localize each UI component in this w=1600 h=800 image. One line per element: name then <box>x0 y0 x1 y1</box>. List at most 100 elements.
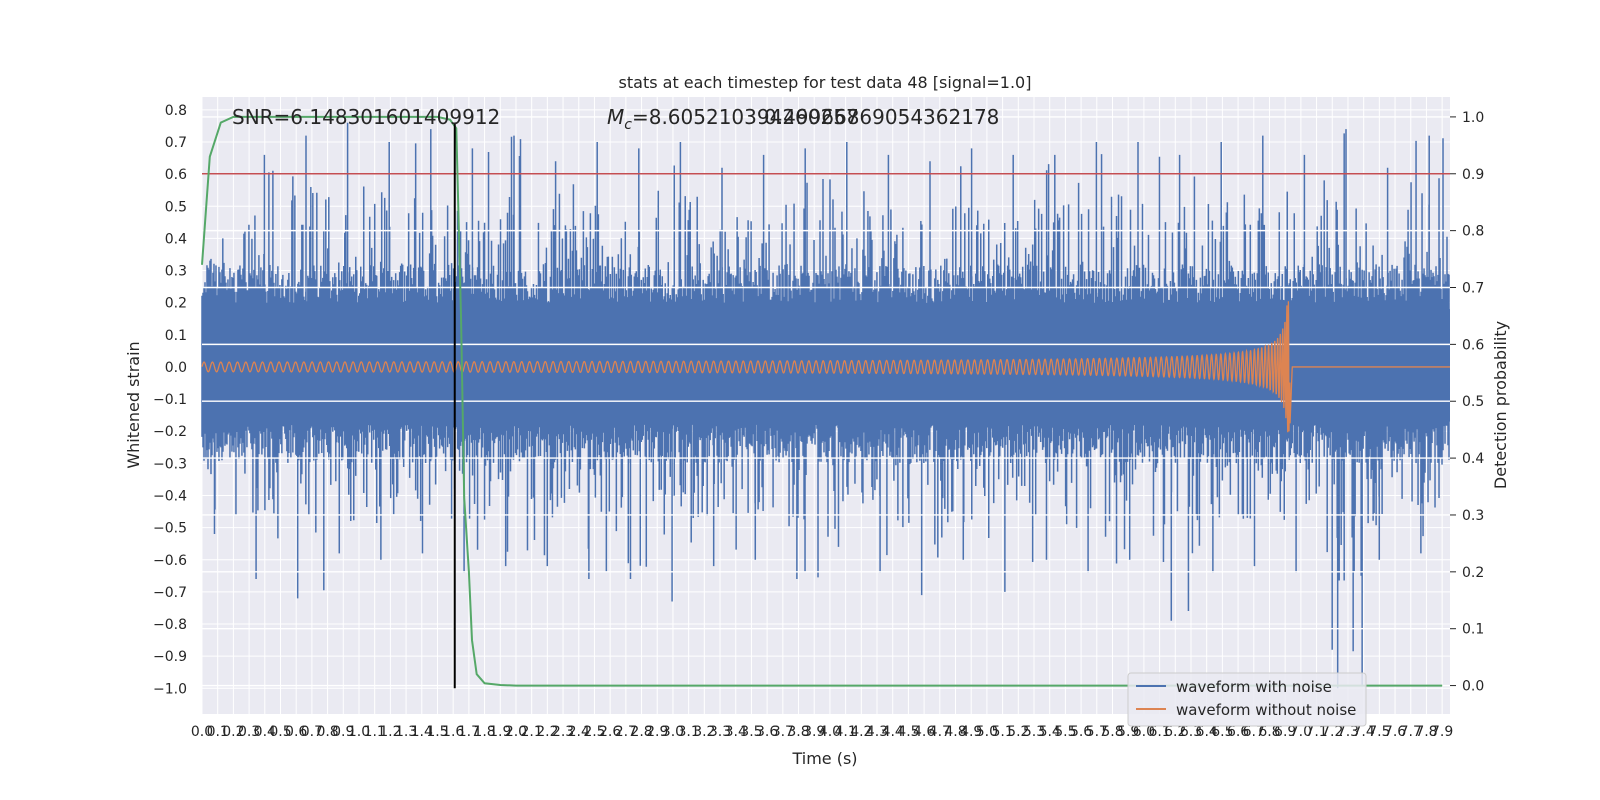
x-tick-label: 4.6 <box>913 724 935 740</box>
y2-tick-label: 0.1 <box>1462 622 1484 638</box>
x-tick-label: 4.4 <box>882 724 904 740</box>
x-tick-label: 4.9 <box>960 724 982 740</box>
x-tick-label: 5.2 <box>1007 724 1029 740</box>
x-tick-label: 4.8 <box>944 724 966 740</box>
y-tick-label: −0.4 <box>153 488 187 504</box>
x-tick-label: 5.4 <box>1039 724 1061 740</box>
y2-tick-label: 0.5 <box>1462 394 1484 410</box>
x-tick-label: 3.2 <box>693 724 715 740</box>
y2-tick-label: 0.0 <box>1462 679 1484 695</box>
series-waveform-without-noise <box>201 301 1450 433</box>
legend-box <box>1127 672 1367 727</box>
y2-tick-label: 0.3 <box>1462 508 1484 524</box>
x-tick-label: 5.0 <box>976 724 998 740</box>
x-tick-label: 0.5 <box>269 724 291 740</box>
x-tick-label: 2.2 <box>536 724 558 740</box>
x-tick-label: 6.9 <box>1274 724 1296 740</box>
y-tick-label: −0.1 <box>153 392 187 408</box>
x-tick-label: 2.1 <box>521 724 543 740</box>
y2-tick-label: 0.2 <box>1462 565 1484 581</box>
x-axis-label: Time (s) <box>791 749 857 768</box>
x-tick-label: 4.7 <box>929 724 951 740</box>
x-tick-label: 7.5 <box>1368 724 1390 740</box>
x-tick-label: 4.3 <box>866 724 888 740</box>
x-tick-label: 6.6 <box>1227 724 1249 740</box>
x-tick-label: 2.4 <box>568 724 590 740</box>
y-tick-label: 0.7 <box>165 135 187 151</box>
y-tick-label: 0.0 <box>165 360 187 376</box>
x-tick-label: 7.7 <box>1400 724 1422 740</box>
y2-ticks: 1.0 0.9 0.8 0.7 0.6 0.5 0.4 0.3 0.2 0.1 0.0 <box>1450 110 1484 695</box>
x-tick-label: 1.0 <box>348 724 370 740</box>
x-tick-label: 7.1 <box>1305 724 1327 740</box>
x-tick-label: 1.2 <box>379 724 401 740</box>
x-tick-label: 7.8 <box>1415 724 1437 740</box>
x-tick-label: 6.8 <box>1258 724 1280 740</box>
x-tick-label: 2.8 <box>630 724 652 740</box>
x-tick-label: 5.6 <box>1070 724 1092 740</box>
x-tick-label: 0.4 <box>254 724 276 740</box>
snr-annotation: SNR=6.148301601409912 <box>232 105 500 129</box>
y-tick-label: −1.0 <box>153 681 187 697</box>
legend-label-clean: waveform without noise <box>1176 701 1356 719</box>
series-detection-probability <box>201 115 1443 687</box>
x-tick-label: 1.8 <box>473 724 495 740</box>
x-tick-label: 1.3 <box>395 724 417 740</box>
mc-subscript: c <box>624 117 632 133</box>
x-tick-label: 5.7 <box>1086 724 1108 740</box>
y-tick-label: 0.3 <box>165 264 187 280</box>
y-ticks: 0.8 0.7 0.6 0.5 0.4 0.3 0.2 0.1 0.0 −0.1 −0.2 −0.3 −… <box>153 103 187 697</box>
x-tick-label: 1.9 <box>489 724 511 740</box>
y2-tick-label: 0.8 <box>1462 224 1484 240</box>
chirp-mass-annotation: Mc=8.605210394260257 <box>607 105 859 133</box>
x-tick-label: 4.0 <box>819 724 841 740</box>
y-tick-label: −0.6 <box>153 553 187 569</box>
y-tick-label: 0.1 <box>165 328 187 344</box>
x-tick-label: 6.7 <box>1243 724 1265 740</box>
x-tick-label: 2.9 <box>646 724 668 740</box>
x-ticks: 0.00.10.20.30.40.50.60.70.80.91.01.11.21… <box>191 724 1453 740</box>
x-tick-label: 1.5 <box>426 724 448 740</box>
x-tick-label: 7.4 <box>1353 724 1375 740</box>
x-tick-label: 5.1 <box>991 724 1013 740</box>
x-tick-label: 7.2 <box>1321 724 1343 740</box>
y2-tick-label: 1.0 <box>1462 110 1484 126</box>
x-tick-label: 3.8 <box>787 724 809 740</box>
mc-value: =8.605210394260257 <box>632 105 859 129</box>
x-tick-label: 0.9 <box>332 724 354 740</box>
x-tick-label: 4.1 <box>834 724 856 740</box>
y2-tick-label: 0.4 <box>1462 451 1484 467</box>
x-tick-label: 1.6 <box>442 724 464 740</box>
x-tick-label: 7.3 <box>1337 724 1359 740</box>
legend: waveform with noise waveform without noi… <box>1127 672 1367 727</box>
x-tick-label: 1.4 <box>411 724 433 740</box>
y2-tick-label: 0.6 <box>1462 337 1484 353</box>
x-tick-label: 0.8 <box>316 724 338 740</box>
x-tick-label: 4.5 <box>897 724 919 740</box>
x-tick-label: 1.7 <box>458 724 480 740</box>
y-tick-label: 0.6 <box>165 167 187 183</box>
x-tick-label: 3.3 <box>709 724 731 740</box>
y-tick-label: −0.9 <box>153 649 187 665</box>
x-tick-label: 2.5 <box>583 724 605 740</box>
overlapping-annotation: 0.49966869054362178 <box>764 105 999 129</box>
x-tick-label: 0.0 <box>191 724 213 740</box>
x-tick-label: 2.7 <box>615 724 637 740</box>
x-tick-label: 6.4 <box>1196 724 1218 740</box>
y-tick-label: −0.2 <box>153 424 187 440</box>
y-tick-label: 0.8 <box>165 103 187 119</box>
y-tick-label: −0.8 <box>153 617 187 633</box>
x-tick-label: 3.5 <box>740 724 762 740</box>
x-tick-label: 0.6 <box>285 724 307 740</box>
x-tick-label: 5.8 <box>1101 724 1123 740</box>
x-tick-label: 6.1 <box>1148 724 1170 740</box>
chart-title: stats at each timestep for test data 48 … <box>619 73 1032 92</box>
x-tick-label: 6.0 <box>1133 724 1155 740</box>
legend-label-noise: waveform with noise <box>1176 678 1332 696</box>
y-tick-label: 0.5 <box>165 199 187 215</box>
x-tick-label: 2.0 <box>505 724 527 740</box>
x-tick-label: 3.9 <box>803 724 825 740</box>
x-tick-label: 0.3 <box>238 724 260 740</box>
x-tick-label: 7.6 <box>1384 724 1406 740</box>
